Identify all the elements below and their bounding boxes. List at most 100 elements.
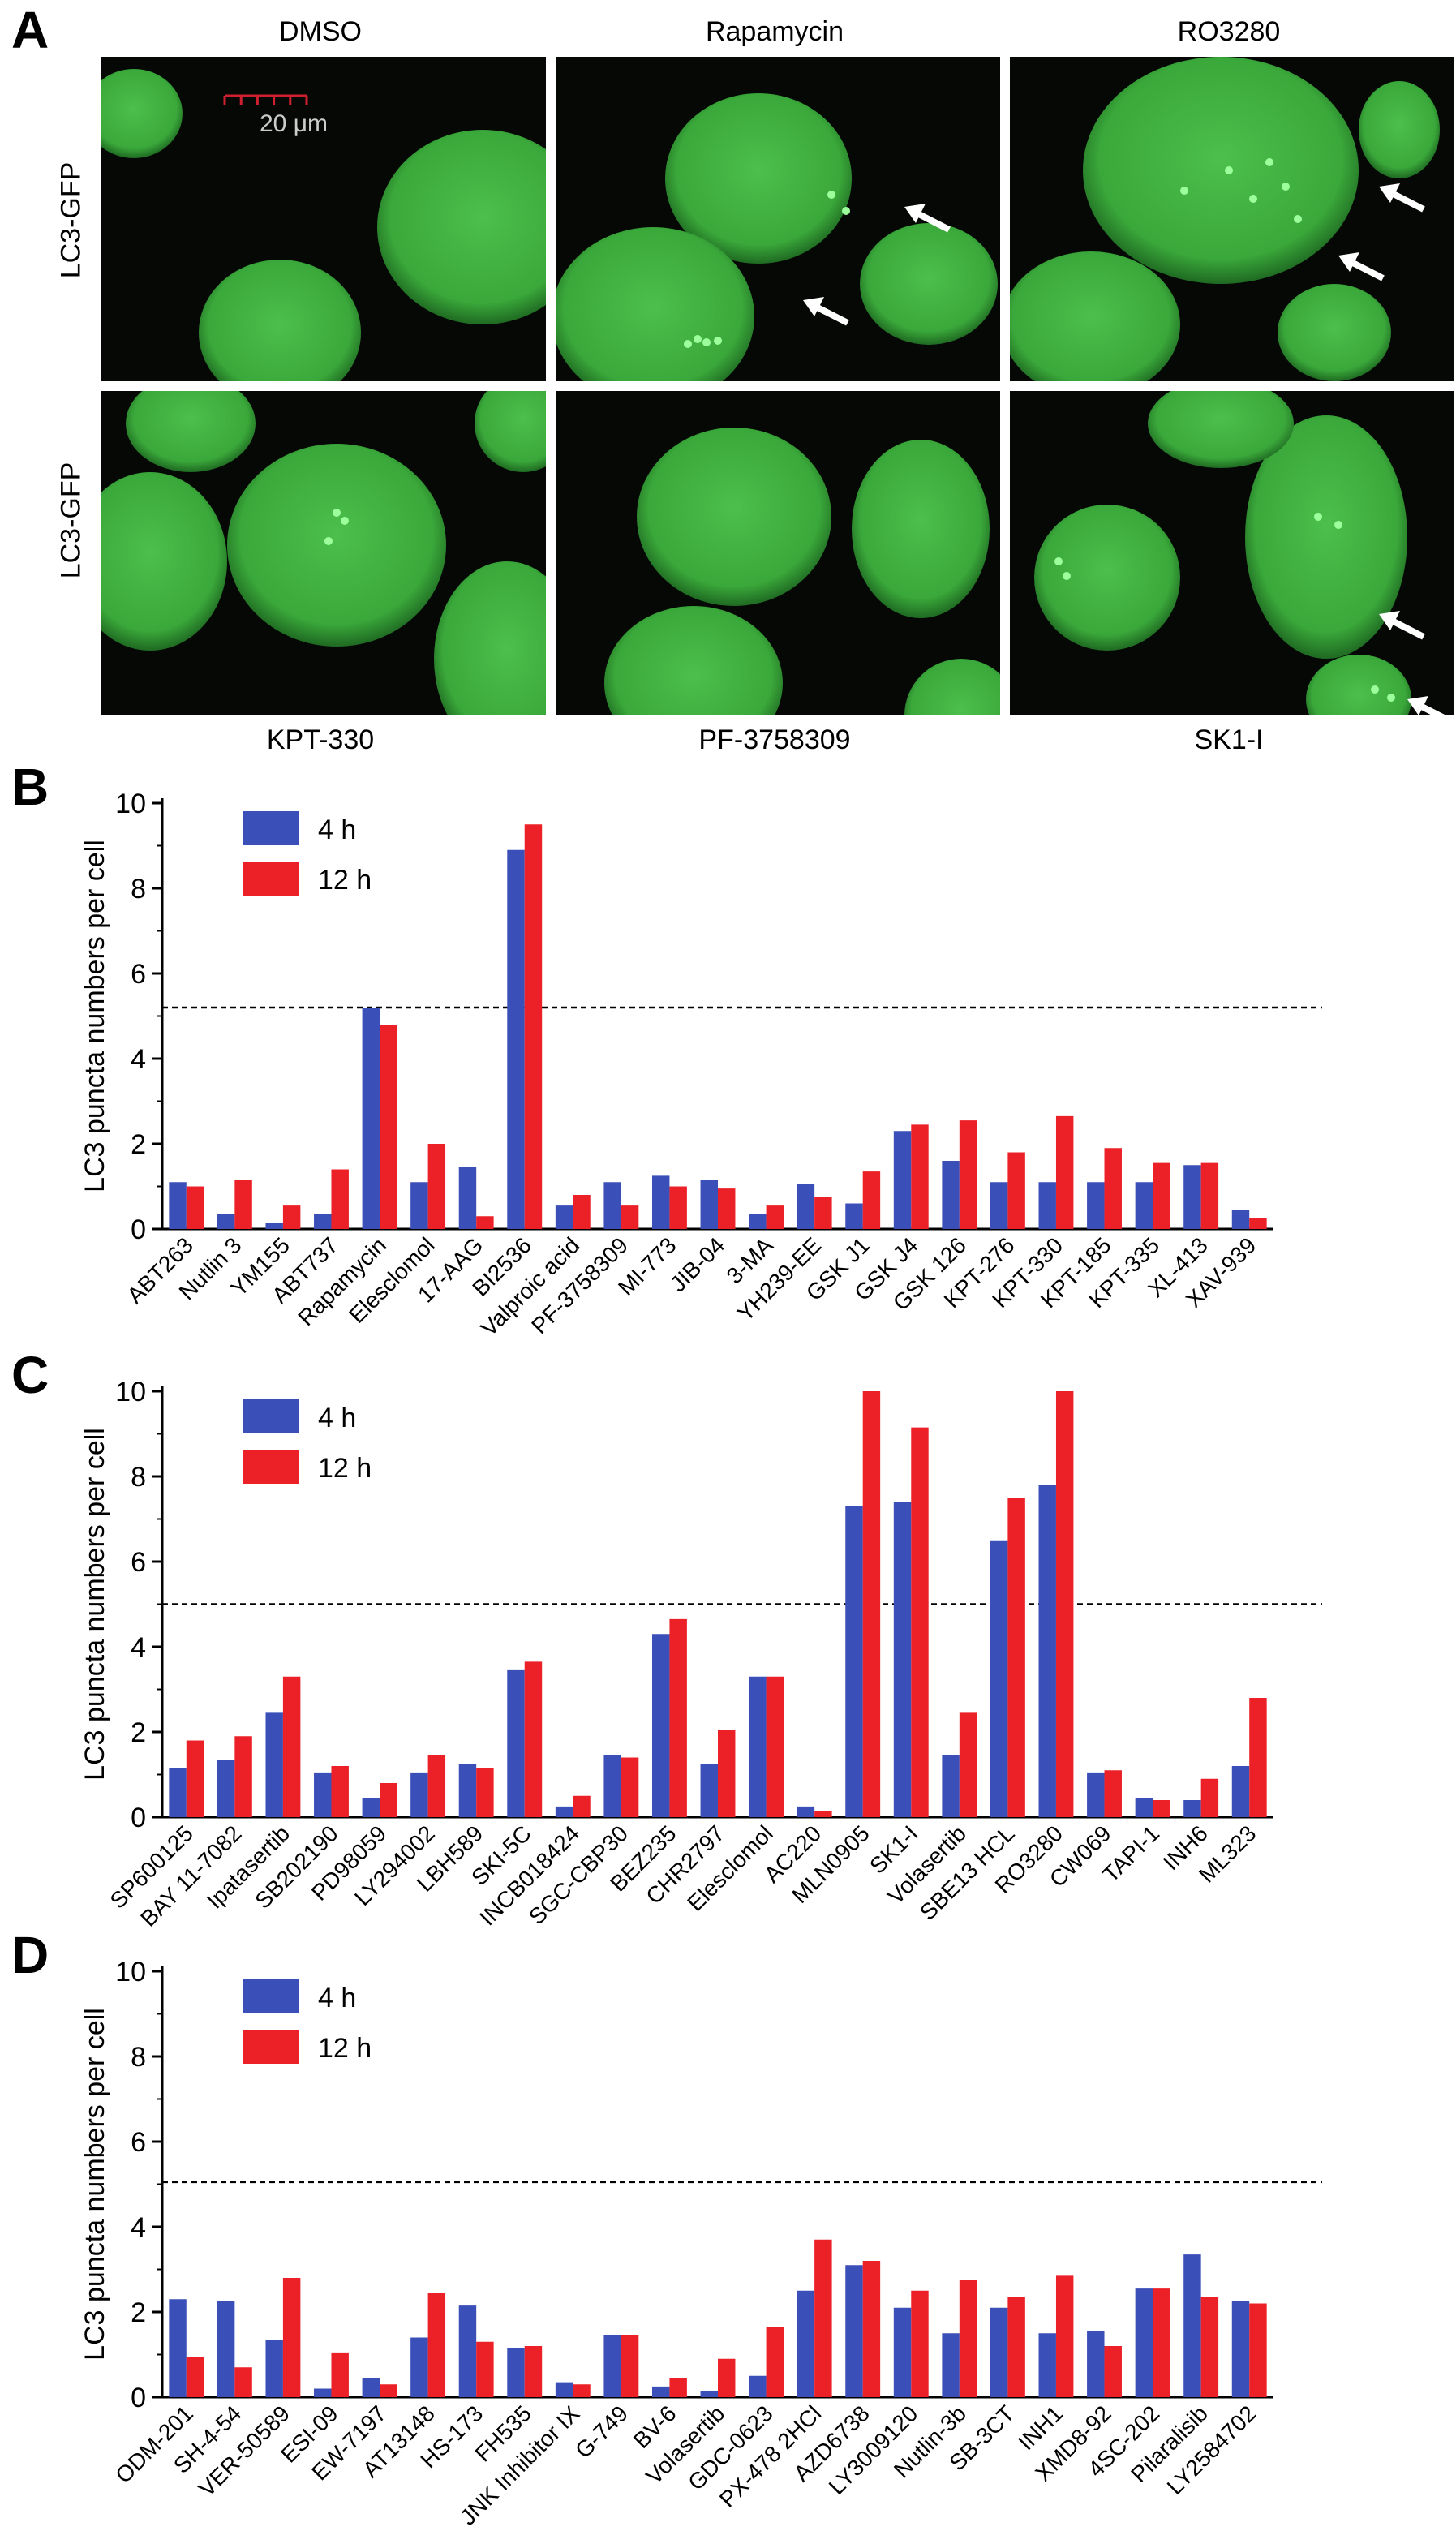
lc3-punctum xyxy=(684,340,692,348)
bar-4h xyxy=(362,1798,380,1817)
bar-12h xyxy=(1104,1148,1122,1229)
bar-12h xyxy=(573,1195,591,1229)
cell-body xyxy=(101,69,183,158)
bar-4h xyxy=(555,2382,573,2397)
y-tick-label: 4 xyxy=(131,1044,146,1075)
cell-body xyxy=(1010,251,1180,381)
bar-12h xyxy=(380,2384,397,2397)
bar-4h xyxy=(507,2348,525,2397)
lc3-punctum xyxy=(1294,215,1302,223)
bar-12h xyxy=(814,1811,832,1817)
bar-12h xyxy=(573,2384,591,2397)
bar-12h xyxy=(718,2358,736,2397)
bar-12h xyxy=(814,2239,832,2397)
bar-12h xyxy=(186,1740,204,1817)
arrow-head-icon xyxy=(904,204,926,223)
bar-4h xyxy=(1087,1182,1105,1229)
bar-12h xyxy=(524,2346,543,2397)
bar-12h xyxy=(1249,1218,1267,1229)
bar-4h xyxy=(217,2301,235,2397)
y-tick-label: 4 xyxy=(131,2212,146,2243)
x-tick-label: JIB-04 xyxy=(665,1232,729,1296)
bar-4h xyxy=(651,1634,670,1817)
y-tick-label: 4 xyxy=(131,1632,146,1663)
lc3-punctum xyxy=(1054,557,1063,565)
y-tick-label: 2 xyxy=(131,2297,146,2328)
bar-4h xyxy=(217,1214,235,1229)
lc3-punctum xyxy=(1334,521,1342,529)
bar-4h xyxy=(1183,1800,1201,1817)
label-pf-3758309: PF-3758309 xyxy=(698,724,851,755)
y-axis-label: LC3 puncta numbers per cell xyxy=(79,840,110,1192)
y-tick-label: 8 xyxy=(131,2042,146,2073)
cell-body xyxy=(475,391,546,472)
bar-4h xyxy=(990,2307,1008,2397)
legend-swatch xyxy=(243,862,299,896)
bar-12h xyxy=(1200,1162,1219,1229)
bar-12h xyxy=(669,1186,687,1229)
row-label-top: LC3-GFP xyxy=(55,161,87,279)
y-tick-label: 10 xyxy=(115,789,146,819)
lc3-punctum xyxy=(1063,572,1071,580)
bar-4h xyxy=(1038,1182,1056,1229)
bar-12h xyxy=(862,1171,881,1229)
bar-12h xyxy=(959,1712,977,1817)
cell-body xyxy=(604,606,783,715)
cell-body xyxy=(860,223,998,345)
cell-body xyxy=(434,561,546,715)
bar-12h xyxy=(621,1205,639,1229)
bar-4h xyxy=(1087,2331,1105,2397)
bar-4h xyxy=(1183,2254,1201,2397)
legend-label: 4 h xyxy=(318,1983,356,2013)
bar-4h xyxy=(1231,2301,1250,2397)
y-tick-label: 8 xyxy=(131,1462,146,1493)
cell-body xyxy=(227,444,446,647)
bar-12h xyxy=(380,1025,397,1229)
y-tick-label: 10 xyxy=(115,1957,146,1987)
bar-12h xyxy=(718,1730,736,1817)
bar-4h xyxy=(458,1167,477,1229)
bar-4h xyxy=(603,1755,621,1817)
cell-body xyxy=(1148,391,1294,468)
legend-label: 4 h xyxy=(318,1403,356,1433)
bar-4h xyxy=(265,1712,283,1817)
bar-4h xyxy=(314,1214,332,1229)
bar-4h xyxy=(942,2333,960,2397)
bar-12h xyxy=(1007,1498,1025,1817)
bar-4h xyxy=(507,1669,525,1817)
bar-12h xyxy=(1104,2346,1122,2397)
y-tick-label: 8 xyxy=(131,874,146,905)
bar-12h xyxy=(669,2378,687,2397)
bar-12h xyxy=(186,2357,204,2397)
bar-12h xyxy=(1055,2275,1074,2397)
bar-12h xyxy=(766,2327,784,2397)
bar-4h xyxy=(362,1008,380,1229)
bar-4h xyxy=(169,1768,187,1817)
x-tick-label: G-749 xyxy=(570,2400,633,2463)
bar-12h xyxy=(427,2293,446,2397)
lc3-punctum xyxy=(1265,158,1273,166)
y-tick-label: 6 xyxy=(131,1547,146,1578)
legend-swatch xyxy=(243,2030,299,2064)
bar-4h xyxy=(942,1755,960,1817)
bar-4h xyxy=(700,1764,718,1817)
bar-12h xyxy=(1200,2297,1219,2397)
bar-4h xyxy=(169,1182,187,1229)
bar-12h xyxy=(911,1427,929,1817)
bar-12h xyxy=(1007,1152,1025,1229)
cell-body xyxy=(1245,415,1407,659)
bar-4h xyxy=(749,1214,767,1229)
legend-label: 4 h xyxy=(318,814,356,845)
panel-letter-a: A xyxy=(11,1,49,59)
lc3-punctum xyxy=(1314,513,1322,521)
arrow-head-icon xyxy=(1407,696,1428,715)
bar-12h xyxy=(234,1736,252,1817)
scale-bar-label: 20 μm xyxy=(260,110,328,137)
micrograph-kpt-330 xyxy=(101,391,546,715)
bar-12h xyxy=(718,1188,736,1229)
bar-12h xyxy=(1200,1778,1219,1817)
bar-4h xyxy=(603,1182,621,1229)
bar-4h xyxy=(797,1184,815,1229)
cell-body xyxy=(1083,57,1359,284)
bar-4h xyxy=(410,1772,428,1817)
